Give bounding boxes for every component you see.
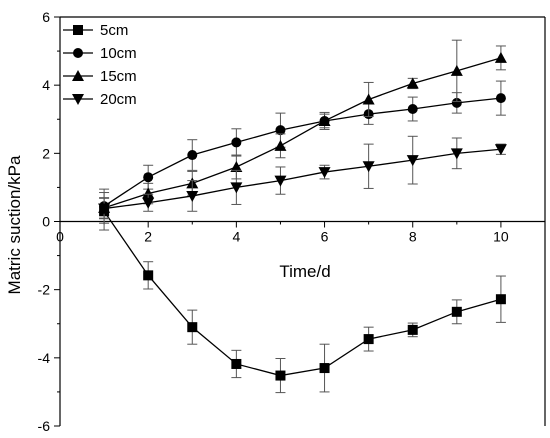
legend-item: 20cm <box>63 91 137 108</box>
legend-label: 10cm <box>100 45 137 62</box>
data-point <box>407 324 418 335</box>
legend-item: 10cm <box>63 45 137 62</box>
series-20cm <box>98 135 507 220</box>
y-tick-label: 6 <box>42 9 50 25</box>
data-point <box>451 97 462 108</box>
legend-item: 5cm <box>63 22 128 39</box>
data-point <box>406 77 419 89</box>
data-point <box>274 175 287 187</box>
x-axis-title: Time/d <box>279 262 330 281</box>
data-point <box>363 334 374 345</box>
data-point <box>494 51 507 63</box>
data-point <box>406 155 419 167</box>
legend-label: 20cm <box>100 91 137 108</box>
y-tick-label: -2 <box>38 282 51 298</box>
series-line <box>104 148 501 210</box>
x-tick-label: 8 <box>409 229 417 245</box>
x-tick-label: 4 <box>232 229 240 245</box>
data-point <box>494 144 507 156</box>
data-point <box>231 137 242 148</box>
y-tick-label: 2 <box>42 145 50 161</box>
legend-marker <box>73 48 83 58</box>
tick-labels: 0 2 4 6 8 10 -6 -4 -2 0 2 4 6 <box>38 9 509 434</box>
data-point <box>451 306 462 317</box>
data-point <box>495 294 506 305</box>
x-tick-label: 0 <box>56 229 64 245</box>
series-line <box>103 210 502 377</box>
y-tick-label: 0 <box>42 214 50 230</box>
legend-marker <box>72 94 84 105</box>
data-point <box>274 139 287 151</box>
legend-item: 15cm <box>63 68 137 85</box>
legend: 5cm 10cm 15cm 20cm <box>63 22 137 108</box>
data-point <box>143 172 154 183</box>
y-tick-label: -4 <box>38 350 51 366</box>
x-tick-label: 10 <box>493 229 509 245</box>
legend-label: 15cm <box>100 68 137 85</box>
data-point <box>231 358 242 369</box>
data-point <box>318 114 331 126</box>
x-tick-label: 2 <box>144 229 152 245</box>
series-layer <box>98 39 507 394</box>
y-axis-title: Matric suction/kPa <box>5 155 24 294</box>
data-point <box>230 182 243 194</box>
data-point <box>495 93 506 104</box>
data-point <box>318 167 331 179</box>
data-point <box>407 104 418 115</box>
data-point <box>187 150 198 161</box>
series-5cm <box>99 192 506 394</box>
data-point <box>319 363 330 374</box>
data-point <box>98 203 111 215</box>
legend-marker <box>72 70 84 81</box>
series-15cm <box>98 39 507 219</box>
data-point <box>275 370 286 381</box>
data-point <box>186 190 199 202</box>
series-line <box>103 97 501 207</box>
legend-label: 5cm <box>100 22 128 39</box>
data-point <box>362 161 375 173</box>
y-tick-label: -6 <box>38 418 51 434</box>
data-point <box>230 160 243 172</box>
data-point <box>187 322 198 333</box>
data-point <box>362 93 375 105</box>
series-line <box>103 57 502 209</box>
y-tick-label: 4 <box>42 77 50 93</box>
data-point <box>143 270 154 281</box>
data-point <box>142 187 155 199</box>
data-point <box>142 197 155 209</box>
data-point <box>450 148 463 160</box>
data-point <box>450 64 463 76</box>
axes <box>54 16 546 427</box>
data-point <box>275 125 286 136</box>
legend-marker <box>73 25 83 35</box>
series-10cm <box>99 80 506 224</box>
x-tick-label: 6 <box>321 229 329 245</box>
